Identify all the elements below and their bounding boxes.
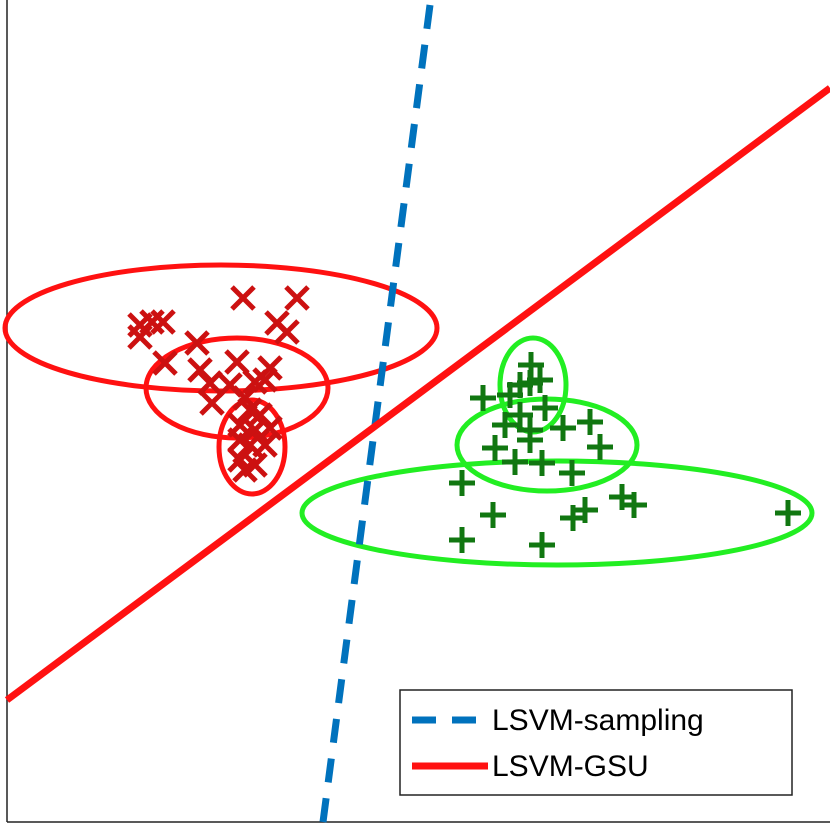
point	[224, 349, 250, 375]
point	[470, 385, 496, 411]
point	[480, 502, 506, 528]
point	[529, 450, 555, 476]
legend-box	[399, 689, 793, 796]
point	[532, 395, 558, 421]
point	[230, 285, 256, 311]
point	[127, 324, 153, 350]
point	[449, 470, 475, 496]
point	[587, 434, 613, 460]
point	[184, 330, 210, 356]
point	[482, 435, 508, 461]
point	[507, 402, 533, 428]
point	[252, 367, 278, 393]
point	[284, 285, 310, 311]
point	[497, 382, 523, 408]
point	[775, 500, 801, 526]
point	[502, 449, 528, 475]
point	[274, 319, 300, 345]
point	[150, 309, 176, 335]
point	[517, 427, 543, 453]
point	[492, 412, 518, 438]
legend-label: LSVM-sampling	[492, 704, 704, 737]
point	[527, 367, 553, 393]
legend-label: LSVM-GSU	[492, 750, 649, 783]
point	[577, 409, 603, 435]
point	[152, 350, 178, 376]
point	[449, 527, 475, 553]
point	[232, 457, 258, 483]
decision-line	[319, 4, 434, 823]
decision-line	[4, 85, 830, 703]
point	[560, 505, 586, 531]
point	[252, 432, 278, 458]
ellipse	[299, 458, 815, 568]
point	[199, 390, 225, 416]
point	[550, 415, 576, 441]
ellipse	[216, 397, 288, 497]
point	[621, 492, 647, 518]
legend: LSVM-sampling LSVM-GSU	[399, 689, 793, 796]
point	[559, 460, 585, 486]
point	[529, 532, 555, 558]
